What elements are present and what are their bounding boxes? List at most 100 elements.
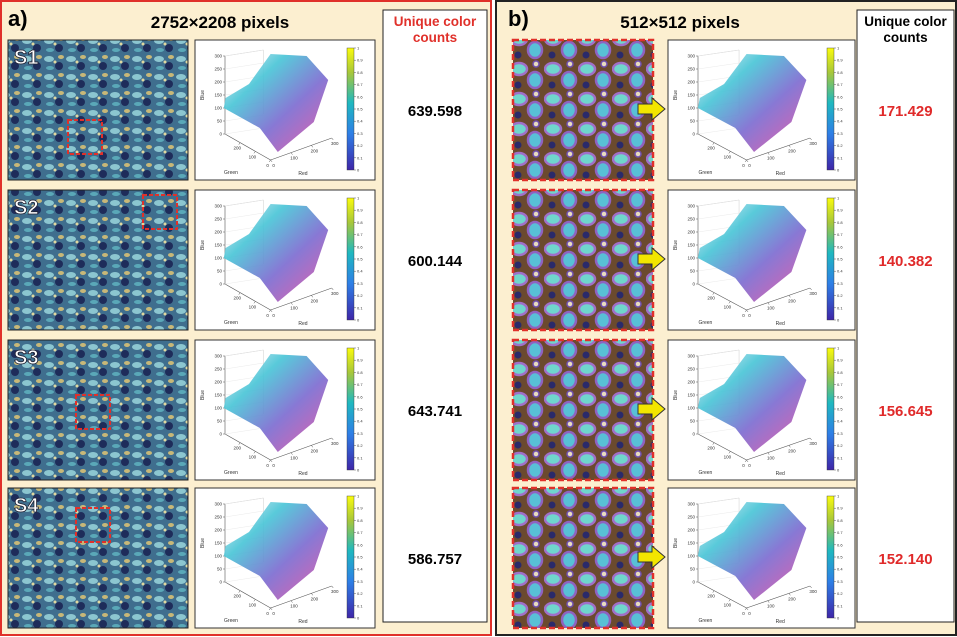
z-tick-label: 250 (687, 367, 695, 372)
green-tick-label: 200 (707, 296, 715, 301)
z-tick-label: 100 (687, 106, 695, 111)
red-axis-label: Red (298, 321, 307, 327)
colorbar-tick-label: 0.8 (837, 370, 843, 375)
green-tick-label: 100 (724, 154, 732, 159)
red-tick-label: 200 (311, 448, 319, 453)
count-header: Unique color (394, 14, 477, 29)
colorbar-tick-label: 0.7 (837, 232, 843, 237)
z-tick-label: 150 (214, 93, 222, 98)
z-tick-label: 150 (214, 541, 222, 546)
colorbar-tick-label: 0.4 (837, 567, 843, 572)
colorbar-tick-label: 0.5 (837, 257, 843, 262)
z-tick-label: 300 (214, 502, 222, 507)
colorbar (347, 198, 354, 320)
colorbar-tick-label: 0.3 (357, 579, 363, 584)
colorbar (347, 496, 354, 618)
green-tick-label: 100 (249, 602, 257, 607)
colorbar-tick-label: 0.3 (837, 431, 843, 436)
z-axis-label: Blue (200, 538, 206, 548)
z-tick-label: 50 (690, 567, 696, 572)
z-axis-label: Blue (200, 90, 206, 100)
colorbar-tick-label: 0.2 (837, 591, 843, 596)
colorbar-tick-label: 0.4 (357, 119, 363, 124)
red-axis-label: Red (298, 171, 307, 177)
colorbar-tick-label: 0.7 (837, 82, 843, 87)
red-tick-label: 100 (290, 306, 298, 311)
red-tick-label: 200 (311, 298, 319, 303)
colorbar-tick-label: 0.2 (357, 443, 363, 448)
unique-color-count: 171.429 (878, 103, 932, 120)
colorbar-tick-label: 0.9 (357, 208, 363, 213)
colorbar-tick-label: 0.4 (357, 567, 363, 572)
colorbar-tick-label: 0.2 (837, 443, 843, 448)
z-tick-label: 50 (217, 419, 223, 424)
z-tick-label: 300 (214, 354, 222, 359)
unique-color-count: 639.598 (408, 103, 462, 120)
colorbar (827, 198, 834, 320)
green-tick-label: 100 (249, 454, 257, 459)
red-axis-label: Red (776, 619, 785, 625)
z-tick-label: 300 (214, 204, 222, 209)
colorbar-tick-label: 0.9 (837, 506, 843, 511)
colorbar-tick-label: 0.7 (837, 382, 843, 387)
green-tick-label: 100 (724, 304, 732, 309)
colorbar-tick-label: 0.7 (837, 530, 843, 535)
sample-label: S2 (14, 197, 38, 219)
colorbar-tick-label: 0.1 (357, 155, 363, 160)
colorbar-tick-label: 0.2 (837, 143, 843, 148)
colorbar-tick-label: 0.5 (837, 407, 843, 412)
colorbar-tick-label: 0.8 (357, 370, 363, 375)
panel-label: b) (508, 6, 529, 31)
colorbar-tick-label: 0.1 (837, 455, 843, 460)
z-axis-label: Blue (200, 390, 206, 400)
green-axis-label: Green (224, 320, 238, 326)
unique-color-count: 152.140 (878, 551, 932, 568)
sample-image (513, 40, 653, 180)
red-tick-label: 200 (788, 298, 796, 303)
sample-image (513, 488, 653, 628)
z-tick-label: 150 (687, 243, 695, 248)
colorbar-tick-label: 0.1 (837, 155, 843, 160)
z-tick-label: 300 (687, 354, 695, 359)
colorbar (827, 348, 834, 470)
z-axis-label: Blue (673, 390, 679, 400)
z-tick-label: 200 (214, 528, 222, 533)
colorbar-tick-label: 0.9 (357, 358, 363, 363)
colorbar-tick-label: 0.9 (357, 506, 363, 511)
unique-color-count: 140.382 (878, 253, 932, 270)
colorbar-tick-label: 0.1 (837, 603, 843, 608)
green-tick-label: 100 (249, 154, 257, 159)
colorbar (827, 496, 834, 618)
z-tick-label: 150 (214, 243, 222, 248)
z-tick-label: 200 (687, 230, 695, 235)
red-tick-label: 100 (767, 156, 775, 161)
colorbar-tick-label: 0.3 (837, 579, 843, 584)
colorbar (347, 48, 354, 170)
colorbar-tick-label: 0.4 (357, 269, 363, 274)
z-tick-label: 50 (217, 567, 223, 572)
red-tick-label: 100 (767, 604, 775, 609)
colorbar-tick-label: 0.5 (837, 555, 843, 560)
z-tick-label: 50 (217, 269, 223, 274)
colorbar-tick-label: 0.6 (837, 542, 843, 547)
red-tick-label: 100 (767, 456, 775, 461)
z-tick-label: 200 (214, 380, 222, 385)
count-header: counts (413, 30, 457, 45)
count-header: Unique color (864, 14, 947, 29)
colorbar-tick-label: 0.1 (357, 305, 363, 310)
z-tick-label: 50 (217, 119, 223, 124)
colorbar-tick-label: 0.5 (357, 407, 363, 412)
z-tick-label: 100 (687, 256, 695, 261)
colorbar-tick-label: 0.3 (837, 281, 843, 286)
colorbar-tick-label: 0.5 (357, 555, 363, 560)
red-axis-label: Red (298, 619, 307, 625)
red-tick-label: 300 (809, 441, 817, 446)
green-tick-label: 200 (707, 146, 715, 151)
z-axis-label: Blue (673, 240, 679, 250)
colorbar-tick-label: 0.4 (837, 119, 843, 124)
red-axis-label: Red (776, 471, 785, 477)
z-tick-label: 200 (214, 230, 222, 235)
red-axis-label: Red (776, 321, 785, 327)
count-column (383, 10, 487, 622)
colorbar (347, 348, 354, 470)
